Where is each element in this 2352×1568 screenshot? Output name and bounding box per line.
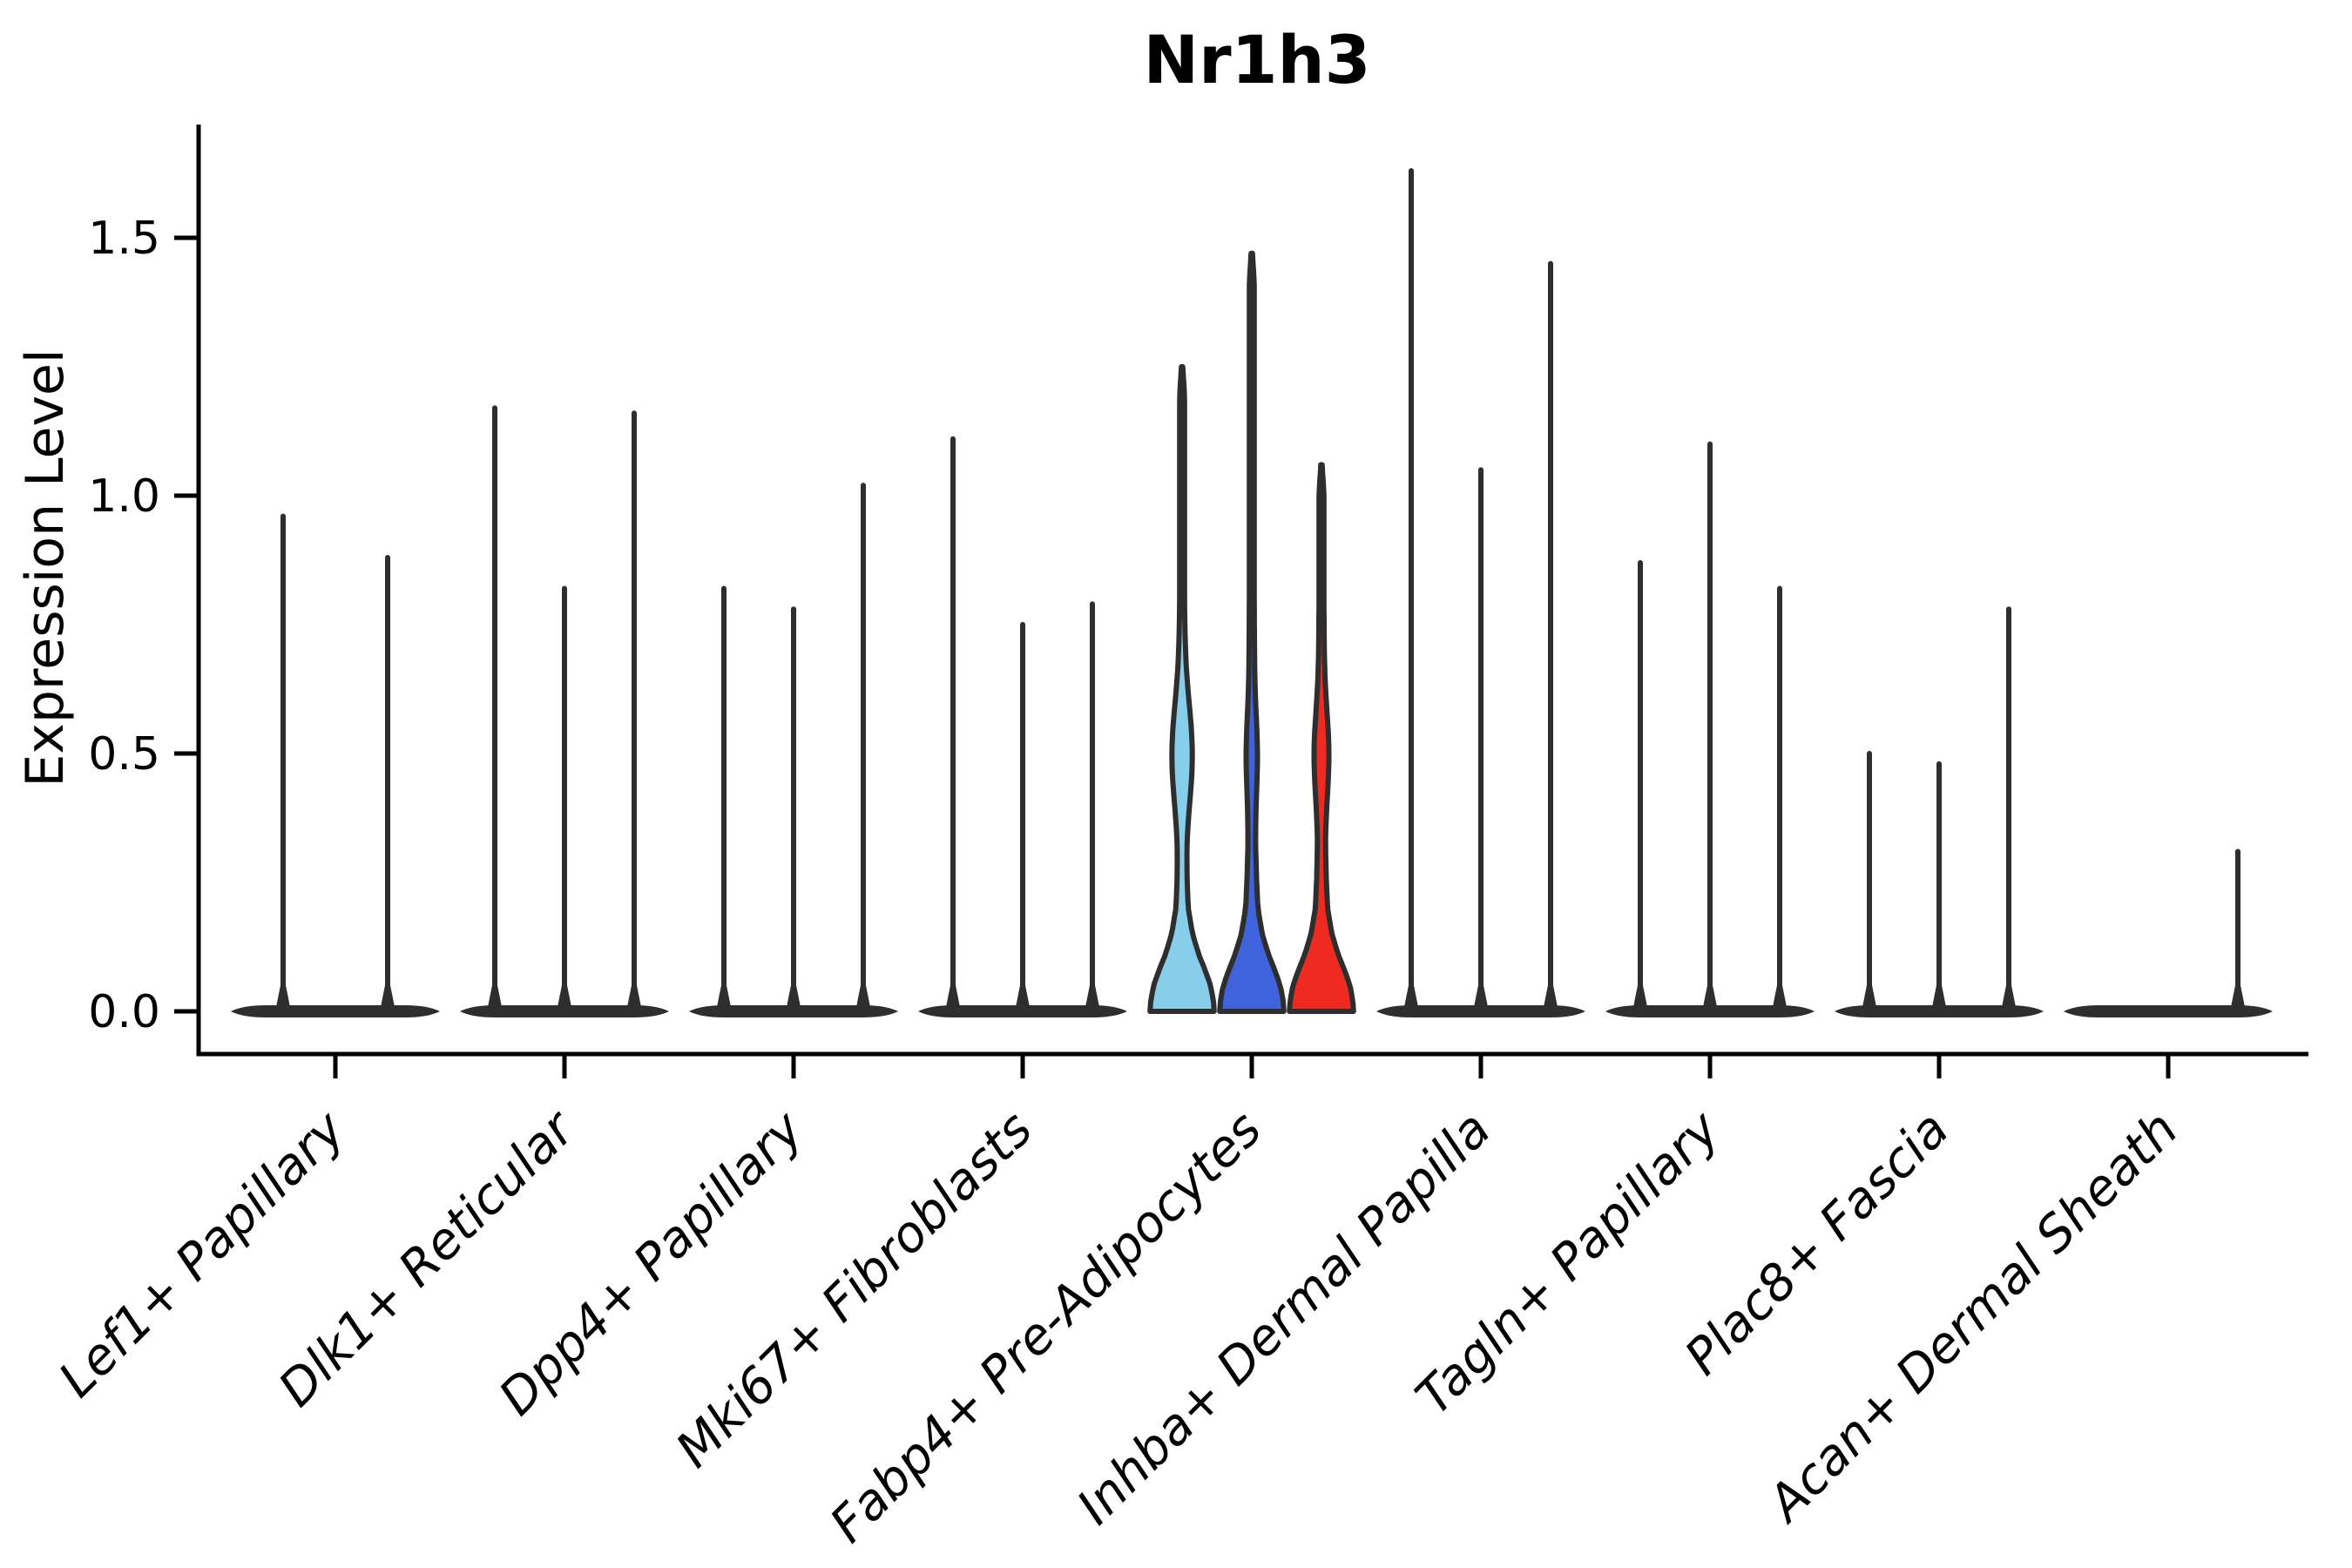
violin-base	[2064, 1005, 2273, 1017]
violin-group	[1605, 441, 1815, 1017]
y-tick-label: 1.5	[88, 213, 160, 265]
violin-group	[1147, 250, 1356, 1014]
y-tick-label: 0.5	[88, 728, 160, 781]
violin	[1287, 462, 1356, 1014]
y-axis-label: Expression Level	[15, 348, 76, 787]
x-tick-label: Inhba+ Dermal Papilla	[1066, 1100, 1502, 1536]
x-tick-label: Fabp4+ Pre-Adipocytes	[820, 1100, 1273, 1553]
violin-base	[231, 1005, 440, 1017]
x-tick-label: Acan+ Dermal Sheath	[1754, 1100, 2188, 1534]
violin	[1147, 364, 1217, 1014]
violin-group	[231, 513, 440, 1017]
y-tick-label: 1.0	[88, 470, 160, 523]
violin-group	[918, 436, 1127, 1017]
violin	[1217, 250, 1287, 1014]
violin-group	[689, 483, 898, 1017]
violin-group	[2064, 848, 2273, 1017]
violins-layer	[231, 168, 2273, 1017]
chart-title: Nr1h3	[1144, 21, 1371, 98]
violin-group	[1835, 606, 2044, 1017]
y-tick-label: 0.0	[88, 986, 160, 1038]
violin-group	[460, 405, 669, 1017]
violin-group	[1376, 168, 1585, 1017]
